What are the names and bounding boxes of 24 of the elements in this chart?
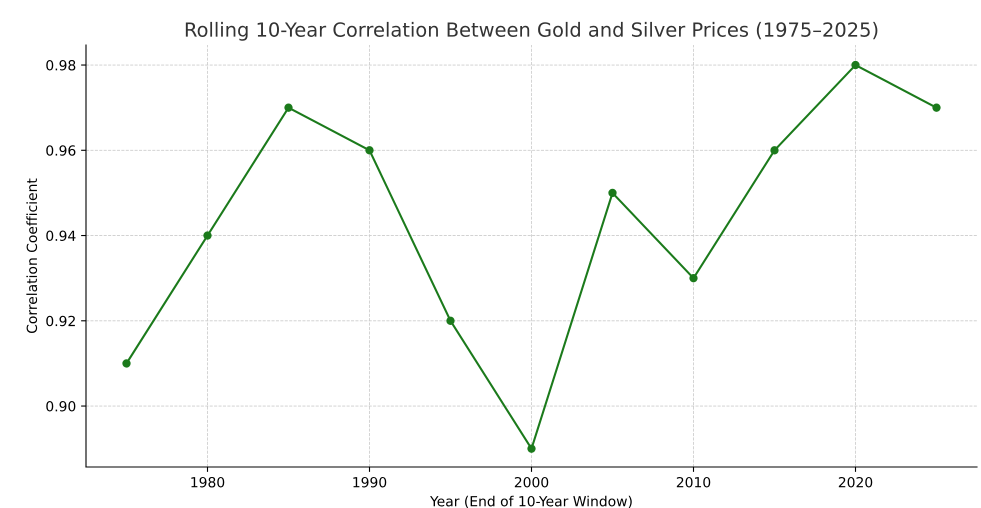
point: [284, 103, 293, 112]
y-tick-label: 0.98: [46, 60, 76, 71]
point: [446, 316, 455, 325]
y-tick-label: 0.96: [46, 145, 76, 156]
x-tick-label: 1980: [191, 476, 224, 488]
point: [689, 274, 698, 282]
x-tick-label: 2000: [514, 476, 548, 488]
point: [365, 146, 374, 154]
point: [203, 231, 212, 240]
point: [770, 146, 779, 154]
point: [932, 103, 941, 112]
chart-title: Rolling 10-Year Correlation Between Gold and Silver Prices (1975–2025): [186, 22, 878, 41]
y-tick-label: 0.90: [46, 401, 76, 412]
x-tick-label: 2020: [838, 476, 872, 488]
x-tick-label: 1990: [353, 476, 386, 488]
point: [527, 444, 536, 453]
x-tick-label: 2010: [676, 476, 710, 488]
point: [851, 60, 860, 70]
point: [608, 188, 617, 198]
x-axis-title: Year (End of 10-Year Window): [430, 496, 632, 508]
point: [122, 359, 131, 368]
y-tick-label: 0.94: [46, 230, 76, 242]
y-tick-label: 0.92: [46, 316, 75, 326]
y-axis-title: Correlation Coefficient: [26, 178, 38, 334]
